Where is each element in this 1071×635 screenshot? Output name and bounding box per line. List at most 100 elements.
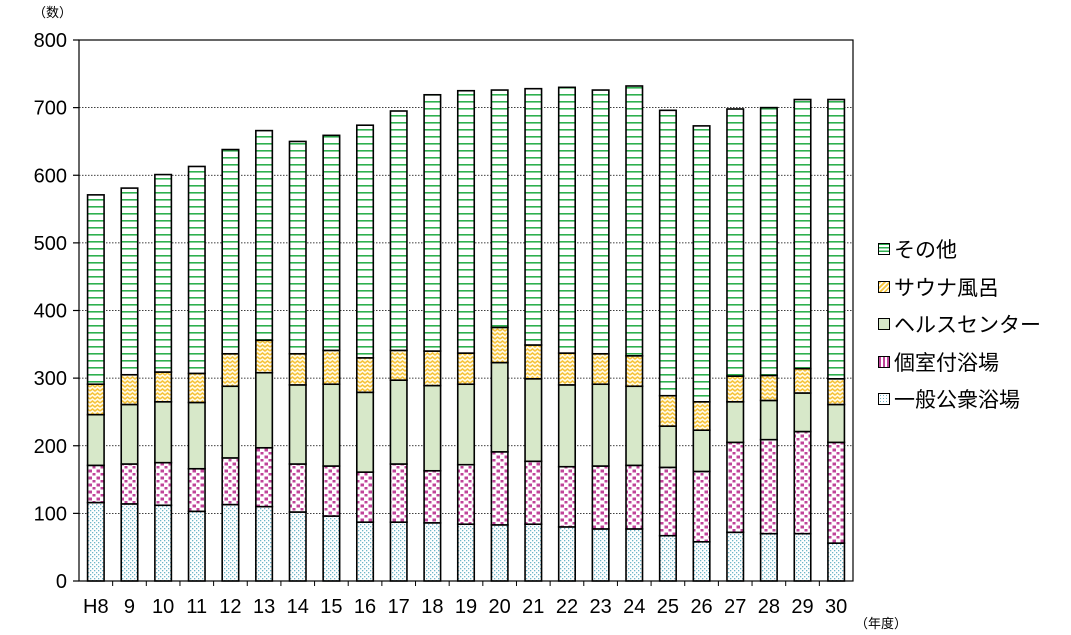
bar-segment — [120, 187, 139, 376]
bar-segment — [456, 89, 476, 354]
bar-segment — [255, 505, 274, 582]
bar-segment — [557, 384, 577, 468]
bar-segment — [187, 165, 206, 375]
bar-segment — [490, 451, 509, 526]
bar-segment — [322, 515, 341, 582]
y-tick-label: 700 — [34, 98, 67, 120]
bar-segment — [355, 124, 375, 359]
legend-label: 一般公衆浴場 — [894, 388, 1020, 412]
bar-segment — [759, 399, 778, 441]
legend-label: サウナ風呂 — [894, 275, 999, 300]
bar-segment — [827, 98, 846, 380]
x-tick-label: 28 — [758, 596, 780, 618]
x-tick-label: 24 — [623, 596, 645, 618]
bar-segment — [389, 110, 408, 352]
bar-segment — [625, 85, 644, 357]
bar-segment — [658, 394, 677, 427]
x-tick-label: 26 — [690, 596, 712, 618]
bar-segment — [625, 528, 644, 582]
bar-segment — [389, 379, 408, 465]
bars — [86, 85, 846, 582]
bar-segment — [658, 534, 677, 582]
legend-item: 一般公衆浴場 — [878, 382, 1068, 416]
bar-segment — [355, 391, 375, 473]
legend-swatch — [878, 393, 890, 405]
bar-segment — [86, 383, 105, 416]
x-axis-unit-label: （年度） — [855, 616, 907, 632]
bar-segment — [187, 510, 206, 582]
bar-segment — [726, 531, 745, 582]
bar-segment — [793, 430, 812, 535]
bar-segment — [726, 108, 745, 377]
x-tick-label: 30 — [825, 596, 847, 618]
legend-label: 個室付浴場 — [894, 350, 999, 375]
x-tick-label: 19 — [455, 596, 477, 618]
legend: その他 サウナ風呂 ヘルスセンター 個室付浴場 一般公衆浴場 — [878, 232, 1068, 420]
bar-segment — [86, 413, 105, 467]
bar-segment — [288, 384, 307, 465]
bar-segment — [86, 501, 105, 582]
x-tick-label: 21 — [522, 596, 544, 618]
bar-segment — [456, 523, 476, 582]
bar-segment — [692, 125, 711, 403]
bar-segment — [827, 378, 846, 406]
x-tick-label: 25 — [657, 596, 679, 618]
bar-segment — [355, 471, 375, 523]
bar-segment — [658, 466, 677, 537]
y-tick-label: 400 — [34, 301, 67, 323]
y-tick-label: 600 — [34, 165, 67, 187]
bar-segment — [322, 134, 341, 352]
bar-segment — [524, 523, 543, 582]
bar-segment — [86, 464, 105, 504]
bar-segment — [759, 374, 778, 402]
bar-segment — [423, 93, 442, 352]
bar-segment — [288, 352, 307, 386]
bar-segment — [793, 532, 812, 582]
bar-segment — [625, 385, 644, 467]
bar-segment — [154, 461, 173, 507]
bar-segment — [490, 326, 509, 364]
legend-item: ヘルスセンター — [878, 307, 1068, 341]
bar-segment — [221, 503, 240, 582]
bar-segment — [288, 511, 307, 582]
bar-segment — [154, 173, 173, 373]
bar-segment — [692, 400, 711, 431]
bar-segment — [255, 446, 274, 508]
x-tick-label: H8 — [83, 596, 109, 618]
y-tick-label: 200 — [34, 436, 67, 458]
legend-swatch — [878, 355, 890, 368]
bar-segment — [355, 357, 375, 394]
bar-segment — [490, 89, 509, 329]
bar-segment — [221, 385, 240, 459]
bar-segment — [591, 89, 610, 355]
bar-segment — [288, 463, 307, 513]
bar-segment — [726, 441, 745, 534]
bar-segment — [759, 106, 778, 377]
bar-segment — [793, 392, 812, 433]
bar-segment — [120, 373, 139, 406]
bar-segment — [726, 375, 745, 403]
bar-segment — [557, 465, 577, 528]
bar-segment — [389, 521, 408, 582]
bar-segment — [255, 371, 274, 449]
y-tick-label: 100 — [34, 503, 67, 525]
x-tick-label: 12 — [219, 596, 241, 618]
x-tick-label: 20 — [489, 596, 511, 618]
x-tick-label: 22 — [556, 596, 578, 618]
bar-segment — [793, 367, 812, 394]
bar-segment — [288, 140, 307, 355]
x-tick-label: 23 — [589, 596, 611, 618]
bar-segment — [658, 109, 677, 397]
bar-segment — [625, 464, 644, 530]
bar-segment — [154, 400, 173, 464]
bar-segment — [456, 463, 476, 525]
bar-segment — [827, 441, 846, 544]
y-tick-label: 800 — [34, 30, 67, 52]
y-tick-label: 0 — [56, 571, 67, 593]
bar-segment — [524, 460, 543, 525]
bar-segment — [557, 526, 577, 582]
bar-segment — [524, 87, 543, 346]
legend-swatch — [878, 280, 890, 293]
bar-segment — [120, 503, 139, 582]
